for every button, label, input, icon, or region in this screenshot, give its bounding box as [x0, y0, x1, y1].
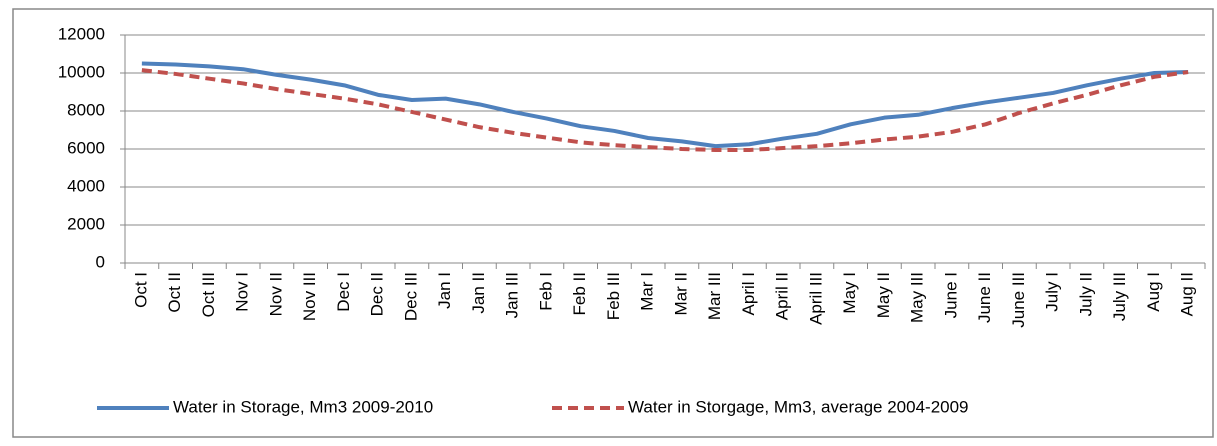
- x-tick-label: Nov I: [233, 272, 252, 312]
- x-tick-label: June II: [975, 272, 994, 323]
- x-tick-label: Mar I: [638, 272, 657, 311]
- legend-label: Water in Storage, Mm3 2009-2010: [173, 397, 433, 416]
- x-tick-label: Jan I: [435, 272, 454, 309]
- y-tick-label: 10000: [58, 62, 105, 81]
- y-tick-label: 0: [96, 252, 105, 271]
- x-tick-label: April III: [806, 272, 825, 325]
- x-tick-label: July II: [1076, 272, 1095, 316]
- x-tick-label: Mar II: [671, 272, 690, 315]
- x-tick-label: May III: [908, 272, 927, 323]
- x-tick-label: June III: [1009, 272, 1028, 328]
- x-tick-label: May I: [840, 272, 859, 314]
- y-tick-label: 8000: [67, 100, 105, 119]
- x-tick-label: June I: [941, 272, 960, 318]
- x-tick-label: Jan III: [503, 272, 522, 318]
- x-tick-label: July III: [1110, 272, 1129, 321]
- x-tick-label: Aug II: [1178, 272, 1197, 316]
- y-tick-label: 4000: [67, 176, 105, 195]
- x-tick-label: Feb II: [570, 272, 589, 315]
- x-tick-label: July I: [1043, 272, 1062, 312]
- x-tick-label: April I: [739, 272, 758, 315]
- x-tick-label: Nov III: [300, 272, 319, 321]
- x-tick-label: Oct I: [131, 272, 150, 308]
- series-line: [141, 61, 1189, 149]
- x-tick-label: Feb I: [536, 272, 555, 311]
- x-tick-label: April II: [773, 272, 792, 320]
- x-tick-label: Jan II: [469, 272, 488, 314]
- x-tick-label: May II: [874, 272, 893, 318]
- x-tick-label: Dec I: [334, 272, 353, 312]
- x-tick-label: Mar III: [705, 272, 724, 320]
- y-tick-label: 12000: [58, 24, 105, 43]
- x-tick-label: Dec III: [401, 272, 420, 321]
- series-line: [141, 68, 1189, 152]
- x-tick-label: Aug I: [1144, 272, 1163, 312]
- legend-label: Water in Storgage, Mm3, average 2004-200…: [628, 397, 969, 416]
- x-tick-label: Feb III: [604, 272, 623, 320]
- x-tick-label: Dec II: [368, 272, 387, 316]
- y-tick-label: 6000: [67, 138, 105, 157]
- x-tick-label: Oct III: [199, 272, 218, 317]
- x-tick-label: Oct II: [165, 272, 184, 313]
- y-tick-label: 2000: [67, 214, 105, 233]
- x-tick-label: Nov II: [266, 272, 285, 316]
